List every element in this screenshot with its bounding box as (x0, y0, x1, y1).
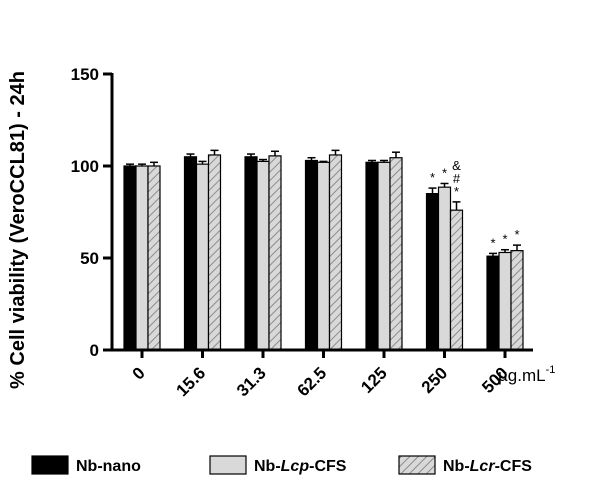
x-tick-label: 31.3 (233, 363, 270, 400)
legend-label-part: -CFS (495, 458, 533, 475)
y-tick-label: 100 (71, 157, 99, 176)
bar (304, 159, 319, 351)
y-axis-title: % Cell viability (VeroCCL81) - 24h (7, 71, 29, 389)
y-tick-label: 50 (80, 249, 99, 268)
legend-label: Nb-Lcp-CFS (254, 458, 347, 475)
plot-area: * **#&* * * (123, 149, 524, 351)
legend-label: Nb-nano (76, 458, 141, 475)
bar (449, 209, 464, 351)
legend-swatch (398, 455, 436, 475)
legend: Nb-nano Nb-Lcp-CFS Nb-Lcr-CFS (31, 455, 532, 475)
significance-marker: * (502, 232, 507, 247)
bar (123, 165, 137, 351)
legend-label-part: Nb-nano (76, 458, 141, 475)
significance-marker: * (430, 170, 435, 185)
y-tick-label: 150 (71, 65, 99, 84)
x-tick-label: 62.5 (293, 363, 330, 400)
bar (389, 157, 403, 351)
significance-marker: * (442, 165, 447, 180)
significance-marker: * (514, 227, 519, 242)
significance-marker: * (454, 184, 459, 199)
bar (377, 161, 391, 351)
legend-label-part: Nb- (443, 458, 470, 475)
legend-label-part: Lcr (470, 458, 496, 475)
bar (486, 255, 500, 351)
significance-marker: & (452, 158, 461, 173)
legend-label-part: -CFS (309, 458, 347, 475)
x-axis-unit: µg.mL-1 (498, 364, 555, 385)
x-axis-unit-main: µg.mL (498, 366, 546, 385)
bar (365, 161, 379, 351)
y-tick-label: 0 (90, 341, 99, 360)
bar (328, 154, 343, 351)
legend-swatch (209, 455, 247, 475)
x-axis: 0 15.6 31.3 62.5 125 250 500 (110, 348, 533, 400)
x-tick-label: 125 (357, 363, 390, 396)
bar (195, 163, 210, 351)
x-tick-label: 15.6 (172, 363, 209, 400)
legend-label-part: Lcp (281, 458, 310, 475)
bar (498, 251, 512, 351)
x-tick-label: 0 (129, 363, 149, 383)
legend-swatch (31, 455, 69, 475)
y-axis: 0 50 100 150 (71, 65, 114, 360)
bar (268, 155, 282, 351)
bar (256, 160, 270, 351)
legend-label-part: Nb- (254, 458, 281, 475)
bar (510, 250, 524, 351)
bar (316, 161, 331, 351)
significance-marker: * (490, 235, 495, 250)
bar (437, 186, 452, 351)
bar (425, 193, 440, 351)
bar (244, 156, 258, 351)
x-axis-unit-superscript: -1 (546, 364, 556, 376)
x-tick-label: 250 (418, 363, 451, 396)
legend-label: Nb-Lcr-CFS (443, 458, 532, 475)
significance-marker: # (453, 171, 461, 186)
bar (183, 156, 198, 351)
bar (147, 165, 161, 351)
bar (207, 154, 222, 351)
bar (135, 165, 149, 351)
